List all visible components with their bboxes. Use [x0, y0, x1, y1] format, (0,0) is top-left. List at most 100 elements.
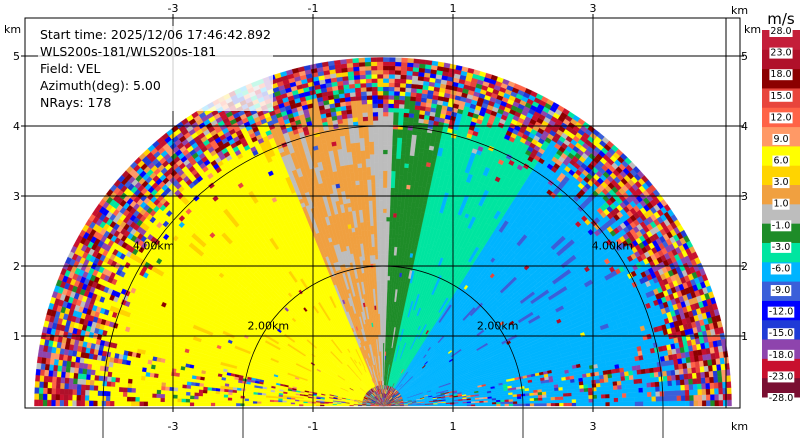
- velocity-bin: [379, 237, 384, 255]
- velocity-bin: [399, 87, 406, 92]
- velocity-bin: [563, 402, 568, 407]
- velocity-bin: [650, 381, 656, 388]
- velocity-bin: [538, 397, 543, 401]
- velocity-bin: [399, 78, 407, 84]
- velocity-bin: [395, 57, 402, 63]
- velocity-bin: [359, 78, 367, 84]
- velocity-bin: [394, 179, 400, 189]
- velocity-bin: [668, 400, 686, 407]
- velocity-bin: [397, 129, 403, 139]
- velocity-bin: [634, 396, 652, 402]
- velocity-bin: [554, 387, 559, 391]
- velocity-bin: [397, 200, 402, 206]
- velocity-bin: [697, 383, 702, 390]
- velocity-bin: [386, 309, 389, 314]
- velocity-bin: [419, 105, 426, 111]
- velocity-bin: [721, 369, 727, 377]
- velocity-bin: [631, 365, 637, 371]
- velocity-bin: [412, 62, 420, 68]
- velocity-bin: [671, 374, 677, 381]
- velocity-bin: [364, 65, 372, 71]
- velocity-bin: [624, 375, 630, 381]
- velocity-bin: [521, 403, 526, 407]
- velocity-bin: [353, 70, 360, 76]
- velocity-bin: [405, 74, 413, 80]
- velocity-bin: [654, 381, 660, 387]
- velocity-bin: [382, 162, 388, 171]
- velocity-bin: [382, 107, 389, 113]
- velocity-bin: [388, 103, 394, 109]
- velocity-bin: [496, 401, 501, 405]
- velocity-bin: [370, 69, 378, 75]
- velocity-bin: [353, 79, 361, 85]
- velocity-bin: [359, 70, 366, 76]
- velocity-bin: [391, 145, 397, 155]
- velocity-bin: [388, 78, 395, 83]
- velocity-bin: [403, 95, 411, 110]
- velocity-bin: [666, 375, 672, 381]
- velocity-bin: [371, 90, 378, 96]
- velocity-bin: [537, 394, 543, 398]
- velocity-bin: [394, 74, 401, 80]
- velocity-bin: [634, 401, 644, 407]
- velocity-bin: [327, 60, 335, 67]
- velocity-bin: [346, 113, 353, 119]
- velocity-bin: [471, 404, 476, 407]
- velocity-bin: [657, 371, 663, 377]
- velocity-bin: [639, 363, 646, 370]
- velocity-bin: [385, 221, 390, 235]
- velocity-bin: [414, 105, 421, 111]
- velocity-bin: [399, 82, 406, 88]
- velocity-bin: [370, 174, 376, 184]
- velocity-bin: [371, 82, 378, 88]
- velocity-bin: [387, 275, 391, 281]
- velocity-bin: [718, 387, 724, 395]
- velocity-bin: [587, 383, 593, 389]
- velocity-bin: [382, 82, 389, 87]
- velocity-bin: [647, 391, 652, 397]
- velocity-bin: [403, 108, 410, 114]
- velocity-bin: [431, 60, 439, 67]
- velocity-bin: [374, 250, 378, 256]
- velocity-bin: [529, 403, 535, 407]
- velocity-bin: [378, 149, 384, 171]
- velocity-bin: [385, 242, 389, 251]
- velocity-bin: [578, 381, 584, 386]
- velocity-bin: [387, 111, 394, 121]
- velocity-bin: [346, 66, 354, 73]
- velocity-bin: [390, 170, 396, 189]
- velocity-bin: [382, 111, 389, 117]
- velocity-bin: [679, 379, 685, 386]
- velocity-bin: [636, 369, 642, 375]
- velocity-bin: [606, 369, 612, 375]
- velocity-bin: [658, 376, 664, 382]
- velocity-bin: [705, 382, 711, 390]
- velocity-bin: [388, 74, 395, 79]
- velocity-bin: [370, 57, 378, 62]
- velocity-bin: [579, 388, 585, 393]
- velocity-bin: [613, 389, 619, 394]
- velocity-bin: [315, 62, 323, 69]
- velocity-bin: [662, 375, 668, 382]
- velocity-bin: [412, 71, 419, 77]
- velocity-bin: [382, 284, 386, 306]
- velocity-bin: [491, 401, 497, 405]
- velocity-bin: [382, 99, 389, 104]
- velocity-bin: [372, 120, 379, 125]
- velocity-bin: [388, 86, 395, 92]
- velocity-bin: [405, 87, 412, 93]
- velocity-bin: [567, 402, 573, 407]
- velocity-bin: [344, 92, 351, 98]
- velocity-bin: [405, 79, 413, 85]
- velocity-bin: [688, 378, 694, 385]
- velocity-bin: [354, 87, 361, 93]
- velocity-bin: [398, 99, 405, 105]
- velocity-bin: [388, 57, 396, 62]
- velocity-bin: [579, 384, 584, 389]
- velocity-bin: [612, 380, 618, 386]
- velocity-bin: [398, 175, 404, 181]
- velocity-bin: [400, 70, 407, 76]
- velocity-bin: [571, 399, 577, 403]
- velocity-bin: [365, 82, 372, 88]
